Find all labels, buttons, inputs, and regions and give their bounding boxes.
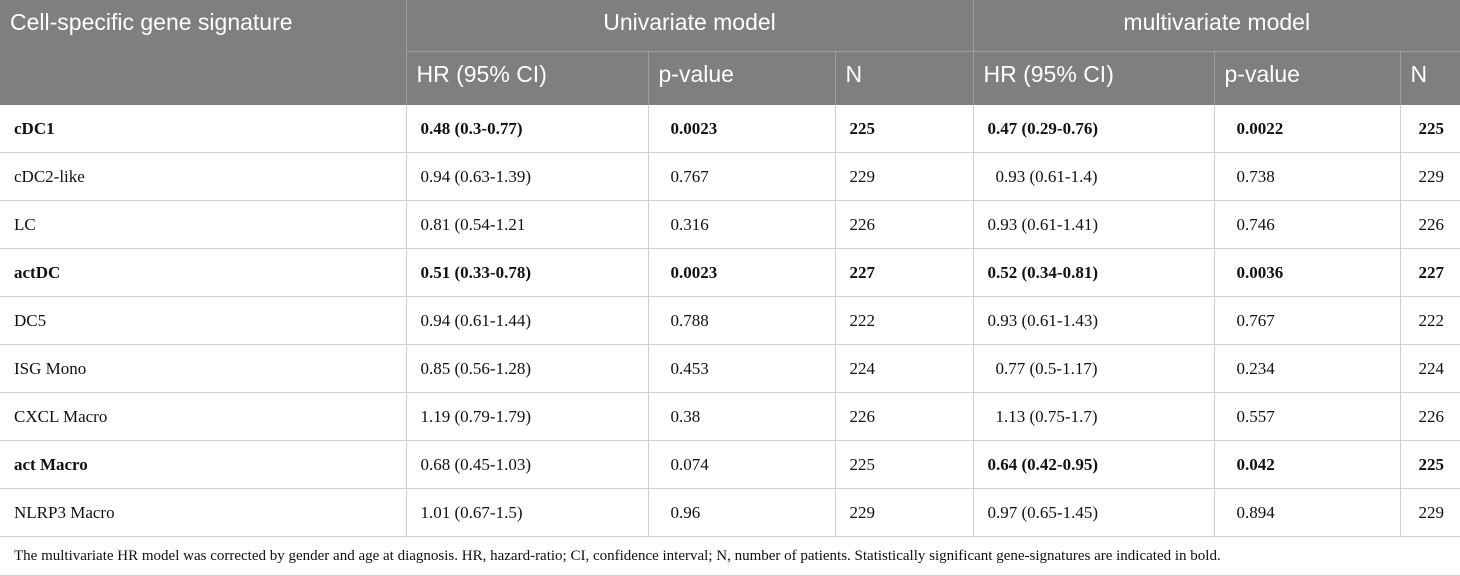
uni-pvalue-cell: 0.788 (648, 296, 836, 345)
header-multi-pvalue: p-value (1214, 51, 1401, 105)
uni-pvalue-cell: 0.316 (648, 200, 836, 249)
multi-pvalue-cell: 0.557 (1214, 392, 1401, 441)
table-row: NLRP3 Macro 1.01 (0.67-1.5) 0.96 229 0.9… (0, 488, 1460, 537)
multi-n-cell: 226 (1400, 392, 1460, 441)
multi-n-cell: 224 (1400, 344, 1460, 393)
multi-pvalue-cell: 0.042 (1214, 440, 1401, 489)
uni-hr-cell: 0.51 (0.33-0.78) (406, 248, 649, 297)
uni-hr-cell: 1.01 (0.67-1.5) (406, 488, 649, 537)
uni-n-cell: 222 (835, 296, 974, 345)
table-footer: The multivariate HR model was corrected … (0, 536, 1460, 576)
header-multi-hr: HR (95% CI) (973, 51, 1215, 105)
signature-cell: NLRP3 Macro (0, 488, 407, 537)
uni-n-cell: 227 (835, 248, 974, 297)
table-footnote: The multivariate HR model was corrected … (0, 536, 1460, 576)
table-row: DC5 0.94 (0.61-1.44) 0.788 222 0.93 (0.6… (0, 296, 1460, 345)
uni-n-cell: 225 (835, 105, 974, 153)
multi-hr-cell: 0.64 (0.42-0.95) (973, 440, 1215, 489)
header-uni-hr: HR (95% CI) (406, 51, 649, 105)
uni-pvalue-cell: 0.0023 (648, 105, 836, 153)
header-uni-pvalue: p-value (648, 51, 836, 105)
uni-hr-cell: 0.94 (0.61-1.44) (406, 296, 649, 345)
uni-n-cell: 226 (835, 392, 974, 441)
table-body: cDC1 0.48 (0.3-0.77) 0.0023 225 0.47 (0.… (0, 105, 1460, 537)
uni-hr-cell: 0.81 (0.54-1.21 (406, 200, 649, 249)
table-header: Cell-specific gene signature Univariate … (0, 0, 1460, 105)
signature-cell: actDC (0, 248, 407, 297)
multi-pvalue-cell: 0.234 (1214, 344, 1401, 393)
header-signature: Cell-specific gene signature (0, 0, 407, 105)
multi-hr-cell: 0.93 (0.61-1.43) (973, 296, 1215, 345)
multi-pvalue-cell: 0.894 (1214, 488, 1401, 537)
uni-pvalue-cell: 0.96 (648, 488, 836, 537)
multi-n-cell: 225 (1400, 440, 1460, 489)
multi-hr-cell: 0.47 (0.29-0.76) (973, 105, 1215, 153)
multi-n-cell: 227 (1400, 248, 1460, 297)
uni-pvalue-cell: 0.767 (648, 152, 836, 201)
multi-n-cell: 225 (1400, 105, 1460, 153)
header-univariate-model: Univariate model (406, 0, 974, 52)
uni-hr-cell: 0.68 (0.45-1.03) (406, 440, 649, 489)
header-uni-n: N (835, 51, 974, 105)
table-row: cDC2-like 0.94 (0.63-1.39) 0.767 229 0.9… (0, 152, 1460, 201)
multi-n-cell: 229 (1400, 488, 1460, 537)
uni-hr-cell: 0.85 (0.56-1.28) (406, 344, 649, 393)
signature-cell: DC5 (0, 296, 407, 345)
header-multivariate-model: multivariate model (973, 0, 1460, 52)
signature-cell: ISG Mono (0, 344, 407, 393)
multi-pvalue-cell: 0.767 (1214, 296, 1401, 345)
uni-hr-cell: 1.19 (0.79-1.79) (406, 392, 649, 441)
signature-cell: CXCL Macro (0, 392, 407, 441)
multi-hr-cell: 0.97 (0.65-1.45) (973, 488, 1215, 537)
signature-cell: act Macro (0, 440, 407, 489)
uni-n-cell: 229 (835, 152, 974, 201)
multi-hr-cell: 0.93 (0.61-1.41) (973, 200, 1215, 249)
uni-pvalue-cell: 0.074 (648, 440, 836, 489)
uni-n-cell: 225 (835, 440, 974, 489)
uni-n-cell: 229 (835, 488, 974, 537)
multi-n-cell: 226 (1400, 200, 1460, 249)
multi-pvalue-cell: 0.0036 (1214, 248, 1401, 297)
multi-n-cell: 229 (1400, 152, 1460, 201)
uni-hr-cell: 0.94 (0.63-1.39) (406, 152, 649, 201)
table-row: actDC 0.51 (0.33-0.78) 0.0023 227 0.52 (… (0, 248, 1460, 297)
uni-pvalue-cell: 0.453 (648, 344, 836, 393)
uni-n-cell: 226 (835, 200, 974, 249)
table-row: CXCL Macro 1.19 (0.79-1.79) 0.38 226 1.1… (0, 392, 1460, 441)
multi-n-cell: 222 (1400, 296, 1460, 345)
multi-pvalue-cell: 0.738 (1214, 152, 1401, 201)
signature-cell: cDC2-like (0, 152, 407, 201)
uni-hr-cell: 0.48 (0.3-0.77) (406, 105, 649, 153)
multi-pvalue-cell: 0.746 (1214, 200, 1401, 249)
header-multi-n: N (1400, 51, 1460, 105)
multi-hr-cell: 0.52 (0.34-0.81) (973, 248, 1215, 297)
multi-hr-cell: 0.77 (0.5-1.17) (973, 344, 1215, 393)
table-row: LC 0.81 (0.54-1.21 0.316 226 0.93 (0.61-… (0, 200, 1460, 249)
uni-pvalue-cell: 0.38 (648, 392, 836, 441)
multi-pvalue-cell: 0.0022 (1214, 105, 1401, 153)
table-row: cDC1 0.48 (0.3-0.77) 0.0023 225 0.47 (0.… (0, 105, 1460, 153)
signature-cell: LC (0, 200, 407, 249)
multi-hr-cell: 1.13 (0.75-1.7) (973, 392, 1215, 441)
multi-hr-cell: 0.93 (0.61-1.4) (973, 152, 1215, 201)
signature-cell: cDC1 (0, 105, 407, 153)
table-row: ISG Mono 0.85 (0.56-1.28) 0.453 224 0.77… (0, 344, 1460, 393)
uni-pvalue-cell: 0.0023 (648, 248, 836, 297)
table-row: act Macro 0.68 (0.45-1.03) 0.074 225 0.6… (0, 440, 1460, 489)
uni-n-cell: 224 (835, 344, 974, 393)
